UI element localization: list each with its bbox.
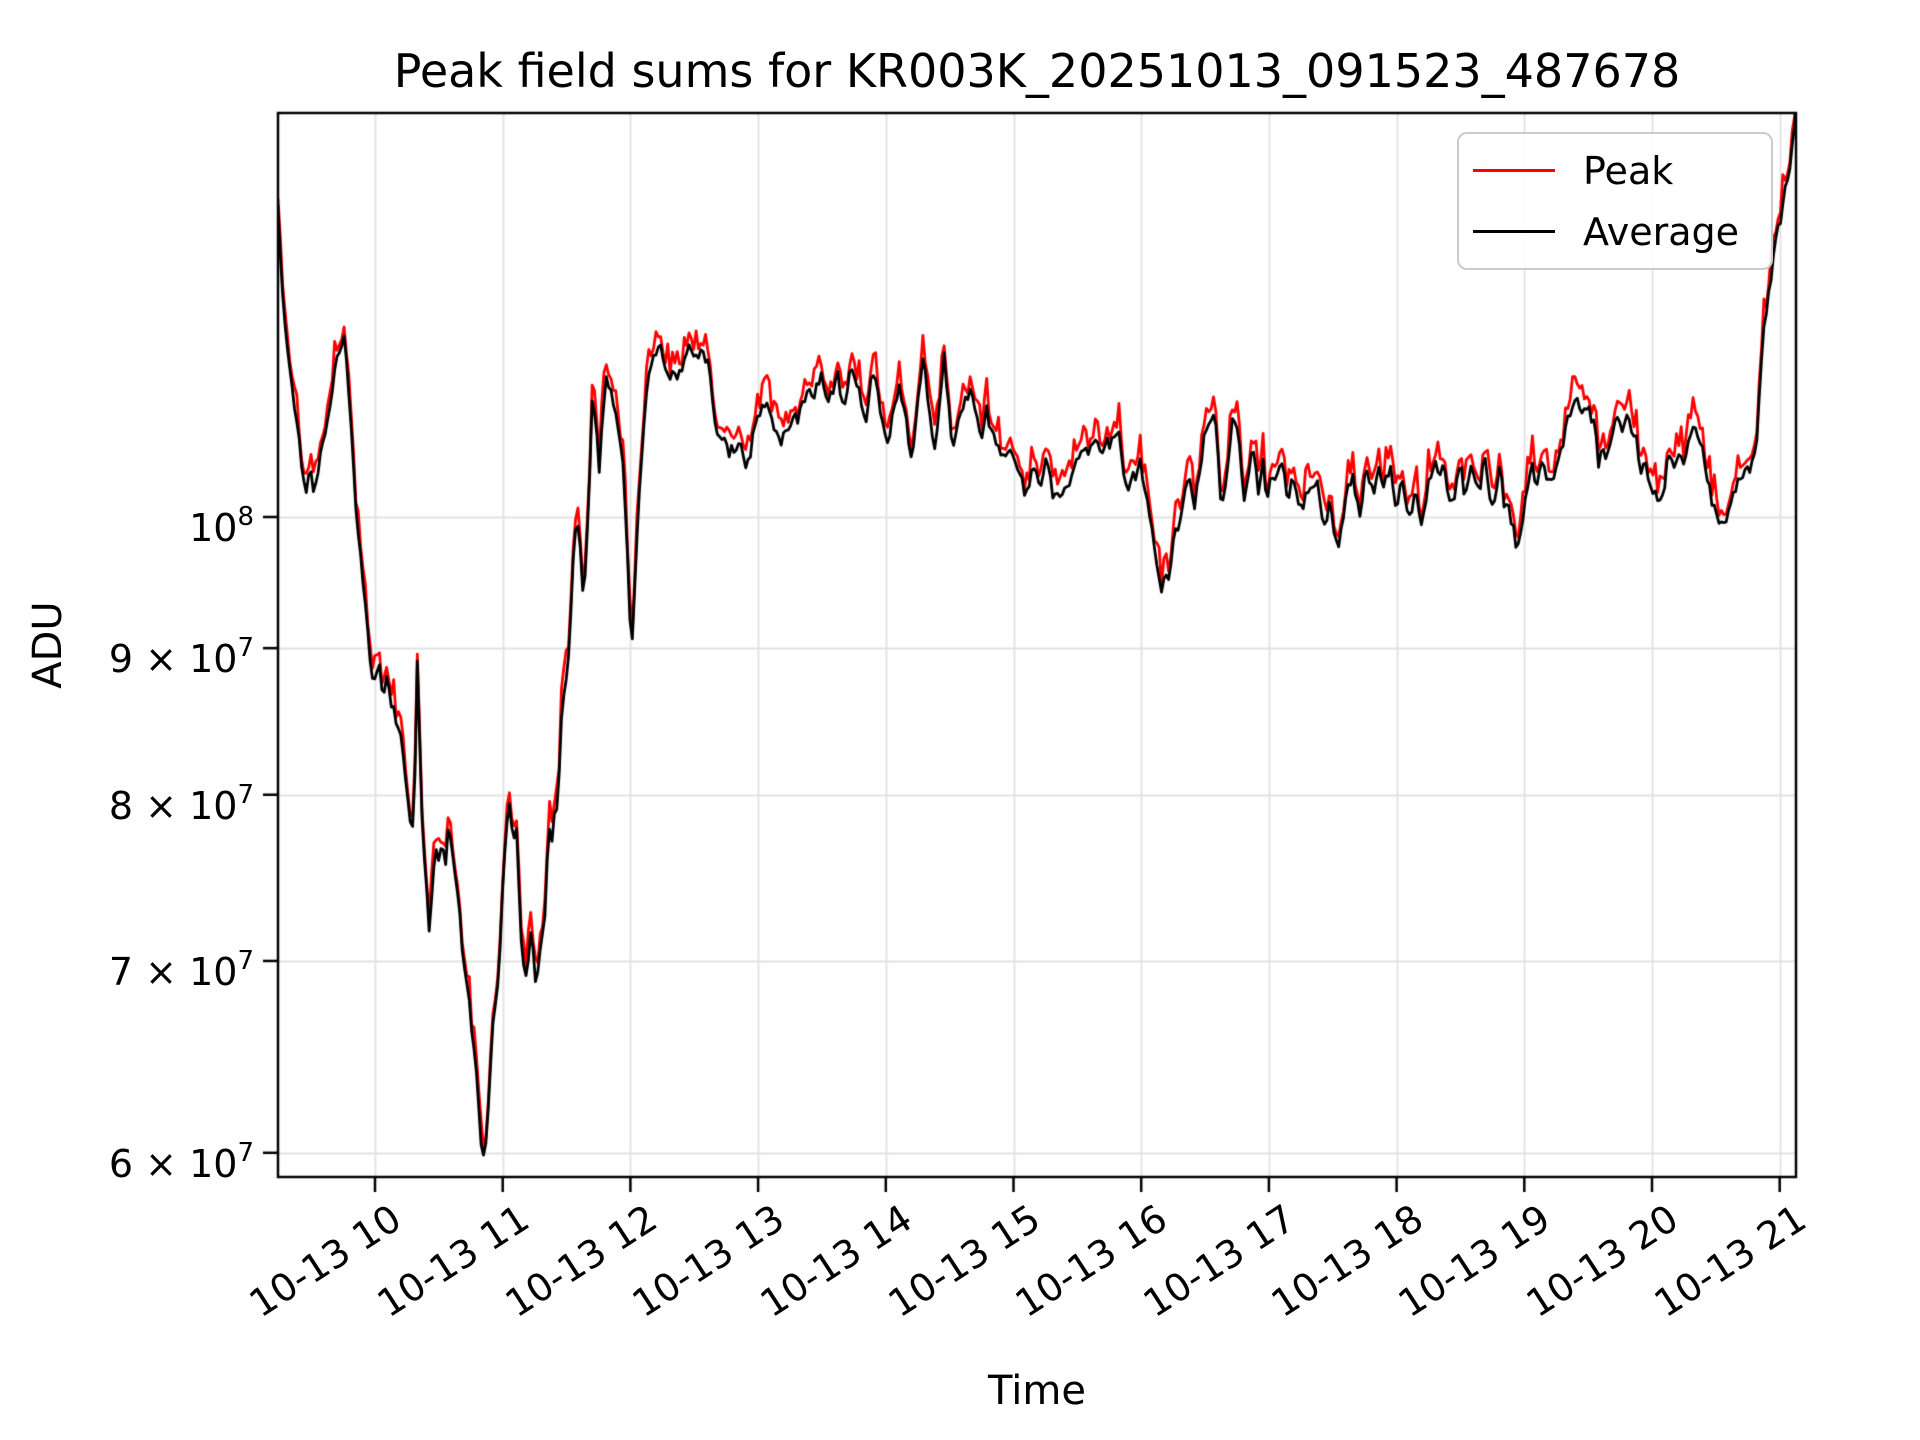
y-tick-label-3: 7 × 107 bbox=[108, 945, 254, 994]
legend-item-peak: Peak bbox=[1473, 149, 1771, 193]
chart-title: Peak field sums for KR003K_20251013_0915… bbox=[393, 44, 1681, 98]
y-tick-label-4: 6 × 107 bbox=[108, 1137, 254, 1186]
legend-item-average: Average bbox=[1473, 210, 1771, 254]
legend-line-average bbox=[1473, 230, 1555, 233]
legend-label-average: Average bbox=[1583, 209, 1740, 254]
y-tick-label-2: 8 × 107 bbox=[108, 779, 254, 828]
y-tick-label-0: 108 bbox=[189, 502, 254, 550]
legend-line-peak bbox=[1473, 169, 1555, 172]
legend: Peak Average bbox=[1457, 132, 1773, 270]
y-tick-label-1: 9 × 107 bbox=[108, 633, 254, 682]
x-axis-label: Time bbox=[988, 1368, 1086, 1414]
legend-label-peak: Peak bbox=[1583, 148, 1674, 193]
